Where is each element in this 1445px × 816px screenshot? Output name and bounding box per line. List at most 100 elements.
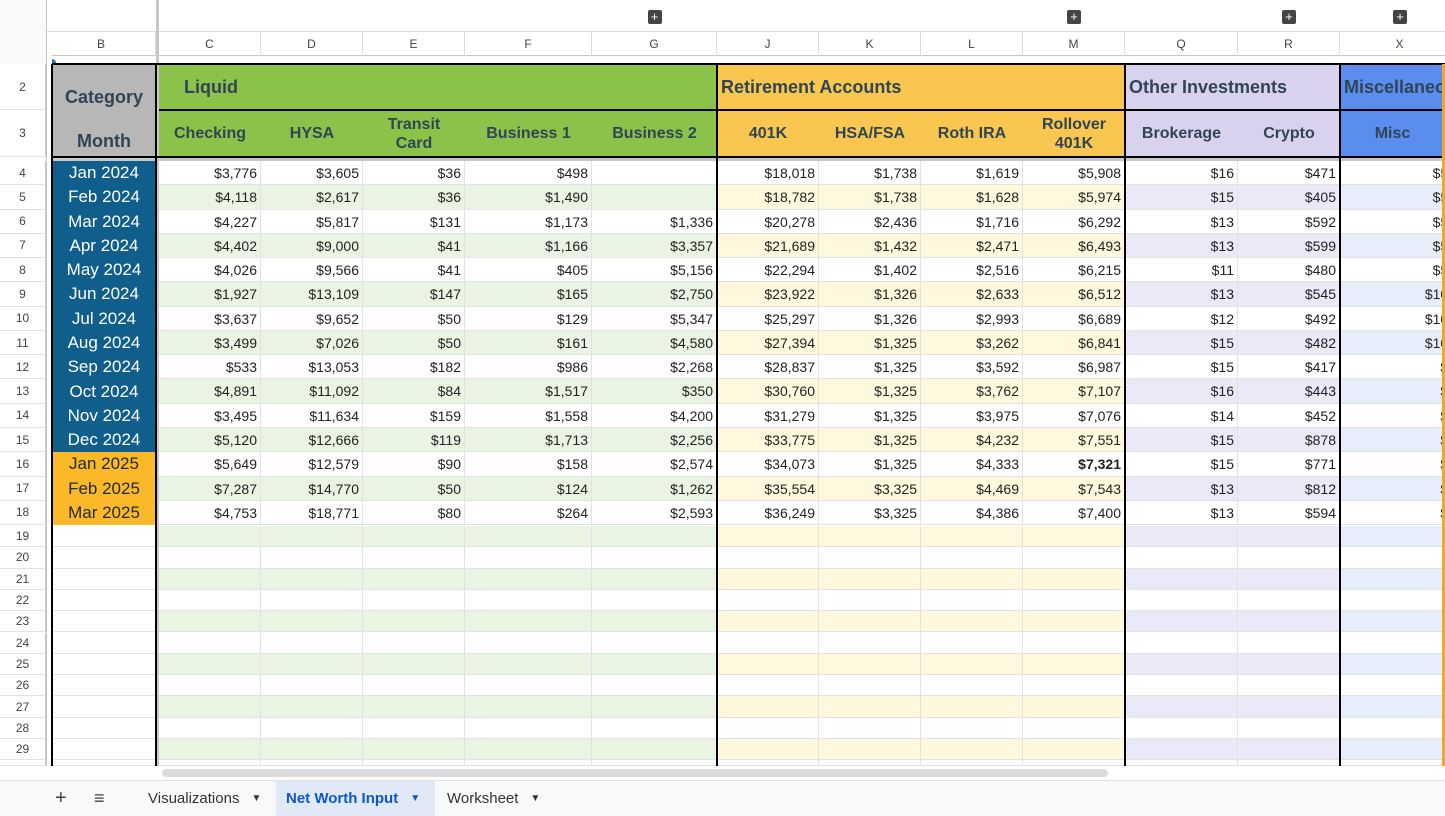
sheet-tab[interactable]: Visualizations ▼ (138, 781, 268, 816)
empty-cell (592, 568, 717, 590)
empty-cell (1340, 760, 1445, 767)
frozen-divider (47, 157, 1445, 161)
data-cell: $50 (1340, 258, 1445, 283)
empty-cell (1023, 568, 1125, 590)
column-letter: F (465, 32, 592, 56)
data-cell: $5,156 (592, 258, 717, 283)
row-number: 21 (0, 568, 46, 590)
data-cell: $7,400 (1023, 500, 1125, 526)
empty-cell (1125, 739, 1238, 761)
row-number: 8 (0, 258, 46, 283)
empty-cell (819, 739, 921, 761)
data-cell: $1,336 (592, 209, 717, 234)
data-cell: $13,053 (261, 355, 363, 380)
data-cell: $4,580 (592, 330, 717, 356)
data-cell: $11 (1125, 258, 1238, 283)
empty-cell (261, 717, 363, 739)
row-number: 7 (0, 233, 46, 259)
group-header: Retirement Accounts (717, 64, 1125, 110)
data-cell: $25,297 (717, 306, 819, 331)
empty-cell (819, 696, 921, 718)
column-letter: C (159, 32, 261, 56)
sheet-tab-label: Visualizations (148, 790, 240, 807)
empty-cell (159, 568, 261, 590)
data-cell: $498 (465, 161, 592, 186)
empty-cell (159, 632, 261, 654)
row-number: 24 (0, 632, 46, 654)
sheet-tab[interactable]: Worksheet ▼ (437, 781, 552, 816)
data-cell: $31,279 (717, 403, 819, 428)
row-number: 15 (0, 427, 46, 453)
data-cell: $34,073 (717, 452, 819, 477)
data-cell: $165 (465, 282, 592, 307)
column-letter: R (1238, 32, 1340, 56)
data-cell: $119 (363, 427, 465, 453)
empty-cell (363, 632, 465, 654)
empty-cell (592, 739, 717, 761)
column-header: Rollover 401K (1023, 110, 1125, 157)
empty-cell (363, 611, 465, 633)
empty-cell (1125, 653, 1238, 676)
data-cell: $0 (1340, 403, 1445, 428)
group-header: Miscellaneous (1340, 64, 1445, 110)
empty-cell (1238, 547, 1340, 569)
empty-cell (1125, 547, 1238, 569)
data-cell: $878 (1238, 427, 1340, 453)
empty-cell (1340, 739, 1445, 761)
data-cell: $1,325 (819, 427, 921, 453)
empty-cell (717, 611, 819, 633)
data-cell: $405 (465, 258, 592, 283)
row-number: 16 (0, 452, 46, 477)
data-cell: $4,386 (921, 500, 1023, 526)
data-cell: $161 (465, 330, 592, 356)
column-letter: Q (1125, 32, 1238, 56)
empty-cell (52, 632, 156, 654)
all-sheets[interactable]: ≡ (94, 788, 105, 808)
empty-cell (592, 526, 717, 548)
data-cell: $1,166 (465, 233, 592, 259)
data-cell: $4 (1340, 500, 1445, 526)
data-cell: $28,837 (717, 355, 819, 380)
month-cell: Mar 2024 (52, 209, 156, 234)
month-cell: Feb 2024 (52, 185, 156, 210)
data-cell: $592 (1238, 209, 1340, 234)
empty-cell (717, 760, 819, 767)
empty-cell (159, 739, 261, 761)
empty-cell (1340, 526, 1445, 548)
sheet-tab-label: Worksheet (447, 790, 519, 807)
data-cell: $1,738 (819, 161, 921, 186)
data-cell: $50 (363, 476, 465, 501)
scrollbar[interactable] (162, 769, 1108, 777)
border-line (52, 63, 1445, 65)
group-toggle[interactable]: + (1282, 10, 1296, 24)
data-cell: $482 (1238, 330, 1340, 356)
add-sheet[interactable]: + (55, 787, 67, 809)
data-cell: $6,512 (1023, 282, 1125, 307)
data-cell: $13 (1125, 476, 1238, 501)
empty-cell (1238, 589, 1340, 612)
group-toggle[interactable]: + (1067, 10, 1081, 24)
column-header: HSA/FSA (819, 110, 921, 157)
empty-cell (819, 632, 921, 654)
data-cell: $14,770 (261, 476, 363, 501)
data-cell (592, 185, 717, 210)
data-cell: $1,713 (465, 427, 592, 453)
sheet-tab[interactable]: Net Worth Input ▼ (276, 781, 435, 816)
data-cell: $1,517 (465, 379, 592, 404)
tab-bar (0, 780, 1445, 816)
data-cell: $15 (1125, 330, 1238, 356)
empty-cell (921, 675, 1023, 697)
group-toggle[interactable]: + (1393, 10, 1407, 24)
empty-cell (363, 653, 465, 676)
data-cell: $4 (1340, 476, 1445, 501)
data-cell: $80 (363, 500, 465, 526)
frozen-divider (156, 0, 159, 766)
empty-cell (717, 568, 819, 590)
group-toggle[interactable]: + (647, 10, 662, 24)
data-cell: $2,471 (921, 233, 1023, 259)
data-cell: $1,490 (465, 185, 592, 210)
empty-cell (819, 760, 921, 767)
data-cell: $1,716 (921, 209, 1023, 234)
data-cell: $21,689 (717, 233, 819, 259)
